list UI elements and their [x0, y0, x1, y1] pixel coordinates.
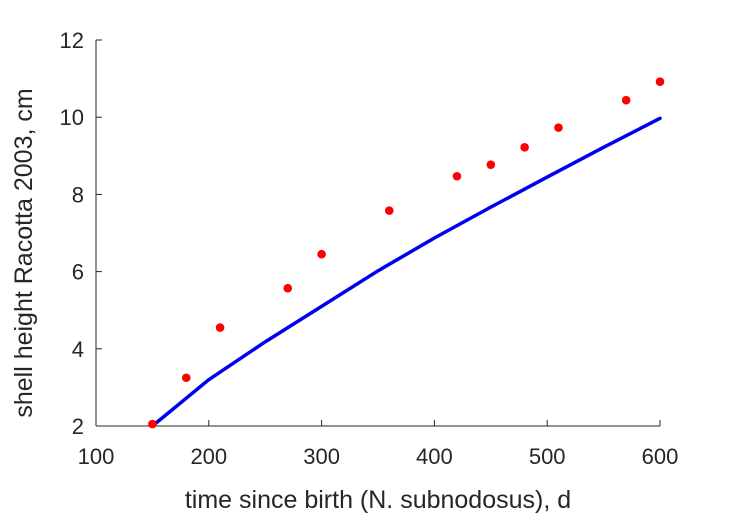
axes	[95, 40, 660, 427]
x-tick-label: 600	[642, 444, 679, 469]
y-tick-label: 4	[72, 337, 84, 362]
y-ticks: 2 4 6 8 10 12	[60, 28, 102, 439]
x-axis-label: time since birth (N. subnodosus), d	[185, 486, 571, 514]
x-ticks: 100 200 300 400 500 600	[78, 420, 679, 469]
x-tick-label: 100	[78, 444, 115, 469]
y-tick-label: 2	[72, 414, 84, 439]
data-point	[181, 373, 191, 383]
x-tick-label: 200	[190, 444, 227, 469]
fit-curve	[150, 116, 662, 428]
data-point	[452, 171, 462, 181]
y-tick-label: 6	[72, 260, 84, 285]
data-point	[283, 283, 293, 293]
data-point	[215, 323, 225, 332]
y-axis-label: shell height Racotta 2003, cm	[10, 88, 38, 417]
data-point	[621, 95, 631, 105]
y-tick-label: 10	[60, 105, 84, 130]
plot-area	[148, 77, 665, 429]
x-tick-label: 300	[303, 444, 340, 469]
data-point	[384, 206, 394, 215]
data-point	[554, 123, 563, 132]
data-point	[655, 77, 665, 86]
x-tick-label: 400	[416, 444, 453, 469]
y-tick-label: 8	[72, 182, 84, 207]
data-point	[317, 249, 326, 259]
data-point	[148, 419, 157, 429]
y-tick-label: 12	[60, 28, 84, 53]
x-tick-label: 500	[529, 444, 566, 469]
data-point	[486, 160, 496, 169]
data-point	[520, 143, 529, 152]
